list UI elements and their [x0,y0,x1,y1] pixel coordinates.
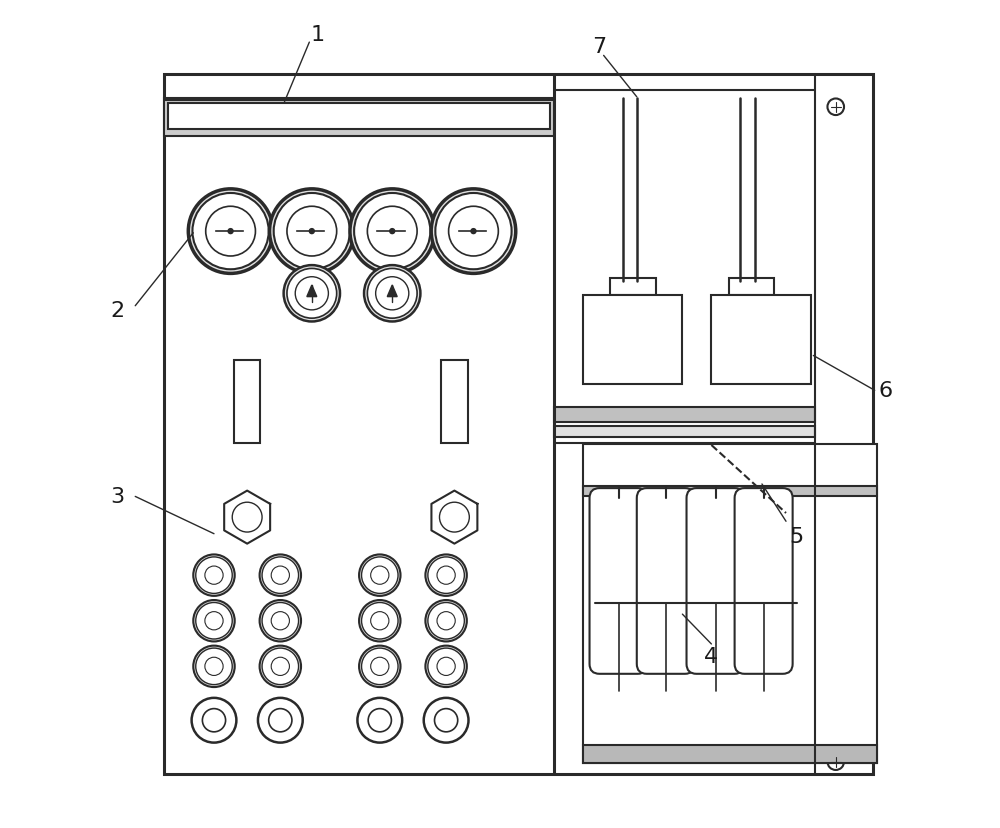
Circle shape [437,566,455,585]
Circle shape [359,600,401,642]
Bar [168,104,550,130]
Circle shape [309,229,314,234]
Circle shape [354,194,430,270]
Circle shape [364,266,420,322]
Circle shape [193,555,235,596]
FancyBboxPatch shape [735,489,793,674]
Circle shape [287,207,337,257]
Circle shape [424,698,468,743]
Circle shape [270,190,354,274]
Circle shape [271,612,289,630]
Circle shape [425,646,467,687]
Circle shape [205,657,223,676]
Polygon shape [387,286,397,297]
Circle shape [431,190,516,274]
Circle shape [206,207,255,257]
Circle shape [437,657,455,676]
Circle shape [425,555,467,596]
Bar [583,296,682,385]
Circle shape [367,269,417,319]
Circle shape [437,612,455,630]
Bar [234,360,260,443]
Bar [583,487,877,497]
FancyBboxPatch shape [637,489,695,674]
Bar [554,426,815,437]
Circle shape [228,229,233,234]
Circle shape [435,194,512,270]
Circle shape [287,269,337,319]
Circle shape [269,709,292,732]
Circle shape [371,566,389,585]
Circle shape [439,503,469,532]
Circle shape [435,709,458,732]
Circle shape [362,648,398,685]
Circle shape [471,229,476,234]
Circle shape [188,190,273,274]
Circle shape [428,557,464,594]
Circle shape [284,266,340,322]
Circle shape [260,646,301,687]
Text: 6: 6 [878,381,893,401]
Circle shape [425,600,467,642]
Bar [610,279,656,296]
Bar [164,75,873,774]
Circle shape [262,603,299,639]
Circle shape [362,603,398,639]
Polygon shape [307,286,317,297]
Circle shape [202,709,226,732]
Bar [554,407,815,422]
Circle shape [827,753,844,770]
Circle shape [295,277,328,310]
Text: 1: 1 [311,25,325,45]
Circle shape [271,657,289,676]
Circle shape [260,600,301,642]
Circle shape [271,566,289,585]
Bar [711,296,811,385]
Circle shape [192,698,236,743]
Circle shape [350,190,435,274]
Circle shape [827,99,844,116]
Circle shape [232,503,262,532]
Circle shape [274,194,350,270]
Circle shape [376,277,409,310]
Circle shape [449,207,498,257]
Circle shape [362,557,398,594]
Bar [441,360,468,443]
Circle shape [205,612,223,630]
Circle shape [359,555,401,596]
Bar [583,445,877,763]
Text: 2: 2 [110,301,124,320]
Circle shape [367,207,417,257]
Circle shape [258,698,303,743]
Circle shape [260,555,301,596]
Circle shape [371,612,389,630]
Circle shape [196,648,232,685]
Circle shape [205,566,223,585]
Circle shape [196,603,232,639]
Bar [583,745,877,763]
Circle shape [192,194,269,270]
Circle shape [193,600,235,642]
Text: 4: 4 [704,646,718,666]
Bar [164,99,554,137]
Circle shape [428,603,464,639]
Circle shape [196,557,232,594]
Circle shape [262,557,299,594]
Circle shape [371,657,389,676]
Bar [729,279,774,296]
Circle shape [262,648,299,685]
FancyBboxPatch shape [687,489,745,674]
Circle shape [359,646,401,687]
Circle shape [193,646,235,687]
Circle shape [368,709,391,732]
Text: 5: 5 [790,527,804,546]
Circle shape [390,229,395,234]
Circle shape [428,648,464,685]
Text: 7: 7 [592,37,607,57]
Circle shape [357,698,402,743]
FancyBboxPatch shape [590,489,648,674]
Text: 3: 3 [110,487,124,507]
